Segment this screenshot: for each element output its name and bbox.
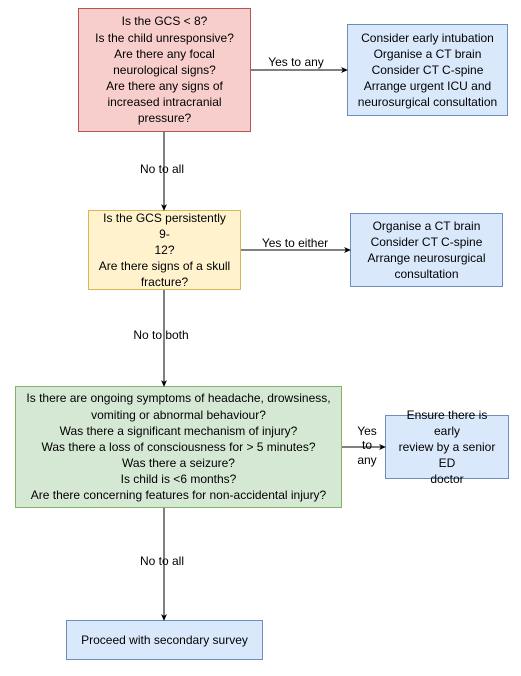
node-text: Is there are ongoing symptoms of headach…	[26, 390, 330, 503]
action-box-mild: Ensure there is early review by a senior…	[385, 415, 509, 479]
decision-box-moderate: Is the GCS persistently 9- 12? Are there…	[88, 210, 241, 290]
edge-label-yes-to-any-1: Yes to any	[266, 55, 326, 69]
edge-label-no-to-all-2: No to all	[132, 554, 192, 568]
node-text: Is the GCS persistently 9- 12? Are there…	[97, 210, 232, 291]
edge-label-yes-to-either: Yes to either	[258, 236, 332, 250]
action-box-moderate: Organise a CT brain Consider CT C-spine …	[350, 213, 503, 287]
edge-label-yes-to-any-2: Yes to any	[352, 424, 382, 467]
node-text: Ensure there is early review by a senior…	[394, 407, 500, 488]
node-text: Is the GCS < 8? Is the child unresponsiv…	[95, 13, 234, 126]
edge-label-no-to-both: No to both	[128, 328, 194, 342]
node-text: Organise a CT brain Consider CT C-spine …	[367, 218, 485, 283]
decision-box-severe: Is the GCS < 8? Is the child unresponsiv…	[78, 8, 251, 132]
decision-box-mild: Is there are ongoing symptoms of headach…	[15, 386, 342, 508]
action-box-severe: Consider early intubation Organise a CT …	[347, 24, 508, 116]
action-box-proceed: Proceed with secondary survey	[66, 620, 263, 660]
node-text: Consider early intubation Organise a CT …	[358, 30, 497, 111]
edge-label-no-to-all-1: No to all	[132, 162, 192, 176]
node-text: Proceed with secondary survey	[81, 632, 248, 648]
